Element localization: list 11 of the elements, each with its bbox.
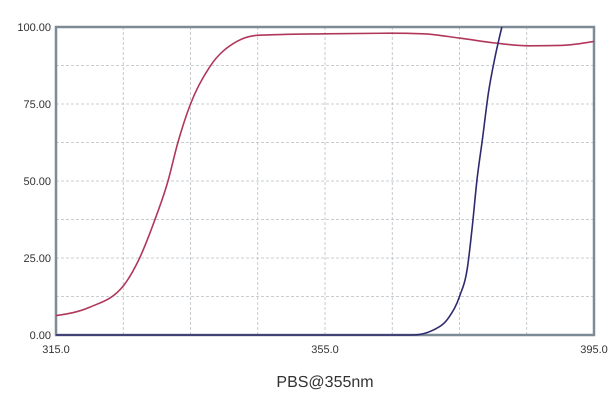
y-tick-label: 75.00	[23, 99, 51, 111]
line-series	[56, 27, 503, 336]
y-tick-label: 25.00	[23, 253, 51, 265]
y-tick-label: 0.00	[30, 330, 51, 342]
x-tick-label: 395.0	[580, 344, 608, 356]
x-tick-label: 355.0	[311, 344, 339, 356]
y-tick-label: 50.00	[23, 176, 51, 188]
line-series	[56, 32, 594, 316]
y-tick-label: 100.00	[17, 22, 51, 34]
x-tick-label: 315.0	[42, 344, 70, 356]
x-axis-title: PBS@355nm	[276, 374, 374, 391]
